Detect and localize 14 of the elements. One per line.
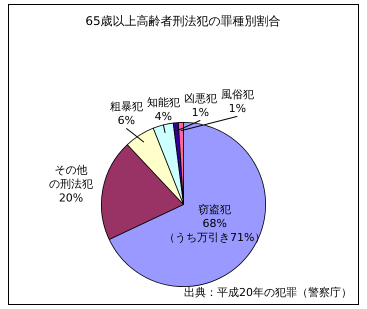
data-label: 4% [154, 110, 172, 124]
data-label: 1% [192, 106, 210, 120]
slice-label: その他の刑法犯 [49, 163, 94, 190]
slice-label: 窃盗犯 [198, 203, 232, 216]
slice-label: 風俗犯 [220, 88, 254, 102]
slice-label: 知能犯 [146, 96, 180, 110]
data-label: 1% [228, 102, 246, 116]
slice-label: 粗暴犯 [110, 100, 143, 114]
data-label: 20% [58, 191, 84, 204]
slice-label: 凶悪犯 [184, 92, 217, 106]
data-label: 68% [202, 217, 227, 230]
chart-title: 65歳以上高齢者刑法犯の罪種別割合 [85, 14, 281, 28]
data-label: 6% [118, 114, 136, 128]
source-note: 出典：平成20年の犯罪（警察庁） [184, 286, 352, 299]
